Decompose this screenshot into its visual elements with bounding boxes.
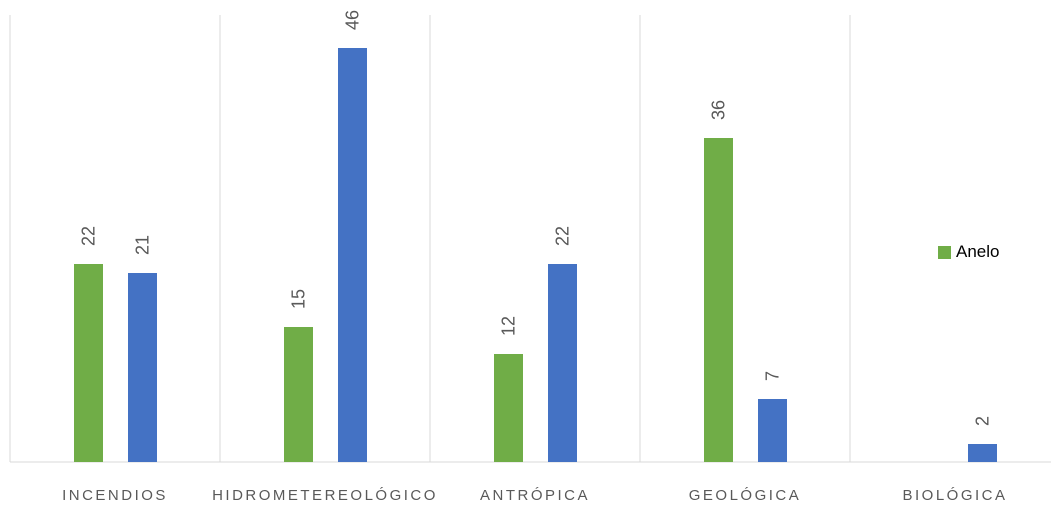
legend-label-anelo: Anelo [956,242,1000,261]
data-label-s0-1: 15 [289,289,309,309]
x-tick-label-2: ANTRÓPICA [480,487,590,504]
x-tick-label-4: BIOLÓGICA [902,487,1007,504]
data-label-s0-3: 36 [709,100,729,120]
bar-s0-0 [74,264,103,462]
data-label-s1-4: 2 [973,416,993,426]
data-label-s0-2: 12 [499,316,519,336]
x-tick-labels: INCENDIOS HIDROMETEREOLÓGICO ANTRÓPICA GEOL… [62,487,1007,504]
data-label-s1-3: 7 [763,371,783,381]
bar-s1-1 [338,48,367,462]
bar-s0-2 [494,354,523,462]
category-separators [9,15,851,462]
x-tick-label-3: GEOLÓGICA [689,487,802,504]
bar-s1-3 [758,399,787,462]
bar-s0-1 [284,327,313,462]
bar-s1-0 [128,273,157,462]
x-tick-label-1: HIDROMETEREOLÓGICO [212,487,438,504]
bars [74,48,997,462]
data-labels: 22 15 12 36 21 46 22 7 2 [79,10,993,426]
data-label-s1-1: 46 [343,10,363,30]
data-label-s1-2: 22 [553,226,573,246]
bar-s1-2 [548,264,577,462]
bar-s0-3 [704,138,733,462]
legend: Anelo [938,242,999,262]
data-label-s1-0: 21 [133,235,153,255]
x-tick-label-0: INCENDIOS [62,487,168,504]
data-label-s0-0: 22 [79,226,99,246]
legend-swatch-anelo [938,245,951,259]
bar-s1-4 [968,444,997,462]
